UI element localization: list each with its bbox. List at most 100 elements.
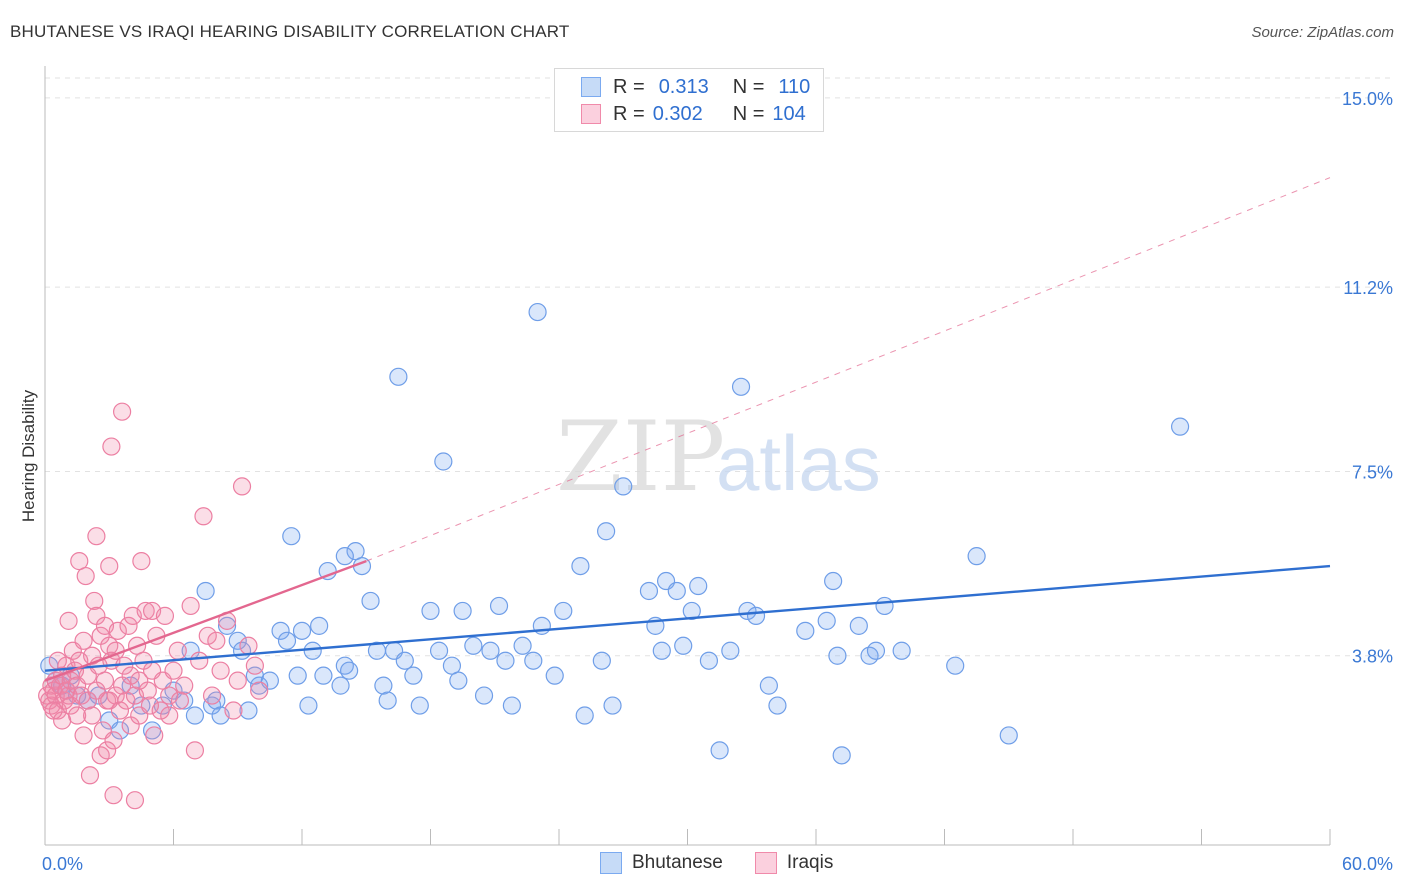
legend-label-iraqis: Iraqis [786, 852, 834, 873]
bhutanese-point [292, 621, 312, 640]
iraqis-point [194, 507, 213, 526]
iraqis-point [70, 552, 89, 571]
y-tick-label: 3.8% [1352, 647, 1393, 667]
iraqis-point [130, 671, 149, 690]
chart-title: BHUTANESE VS IRAQI HEARING DISABILITY CO… [10, 22, 570, 41]
iraqis-point [202, 686, 222, 705]
bhutanese-point [967, 547, 986, 566]
iraqis-point [170, 691, 190, 710]
bhutanese-point [699, 651, 719, 670]
iraqis-point [228, 671, 247, 690]
bhutanese-point [652, 641, 671, 660]
legend-n-value: 104 [772, 102, 806, 125]
bhutanese-point [250, 676, 269, 695]
bhutanese-point [239, 701, 258, 720]
iraqis-point [95, 671, 115, 690]
iraqis-trend-line [44, 559, 367, 682]
y-tick-label: 11.2% [1343, 278, 1393, 298]
iraqis-point [211, 661, 230, 680]
bhutanese-point [689, 576, 708, 596]
bhutanese-point [571, 556, 590, 576]
bhutanese-point [374, 676, 393, 695]
source-label: Source: ZipAtlas.com [1251, 24, 1394, 41]
bhutanese-point [217, 616, 237, 635]
x-tick-label: 60.0% [1342, 854, 1393, 874]
bhutanese-point [832, 746, 851, 765]
iraqis-points [38, 402, 269, 810]
bhutanese-point [554, 601, 573, 621]
iraqis-point [168, 641, 187, 660]
bhutanese-point [282, 527, 301, 546]
iraqis-point [198, 626, 217, 645]
iraqis-point [83, 706, 102, 725]
iraqis-point [100, 556, 119, 576]
iraqis-point [121, 666, 140, 685]
iraqis-point [44, 701, 63, 720]
iraqis-point [239, 636, 258, 655]
iraqis-point [112, 402, 132, 421]
bhutanese-point [524, 651, 543, 670]
y-axis-label: Hearing Disability [19, 389, 38, 522]
grid [45, 77, 1392, 657]
bhutanese-point [196, 581, 215, 601]
watermark-atlas: atlas [716, 419, 881, 507]
bhutanese-point [513, 636, 532, 655]
bhutanese-point [299, 696, 318, 715]
iraqis-point [164, 661, 183, 680]
iraqis-point [102, 437, 121, 456]
iraqis-point [145, 726, 164, 745]
legend-n-label: N = [732, 75, 765, 98]
legend-n-label: N = [732, 102, 765, 125]
legend-r-value: 0.313 [658, 75, 709, 98]
iraqis-point [74, 726, 93, 745]
legend-swatch-bhutanese [581, 77, 601, 97]
bhutanese-point [288, 666, 307, 685]
bhutanese-point [603, 696, 622, 715]
bhutanese-point [378, 691, 397, 710]
bhutanese-point [674, 636, 693, 655]
bhutanese-point [481, 641, 500, 660]
bhutanese-point [303, 641, 322, 660]
tick-labels: 15.0% 11.2% 7.5% 3.8% 0.0% 60.0% [42, 89, 1393, 874]
iraqis-point [151, 701, 170, 720]
bhutanese-point [759, 676, 778, 695]
iraqis-point [80, 766, 100, 785]
bhutanese-point [331, 676, 350, 695]
bhutanese-point [429, 641, 449, 660]
legend-r-value: 0.302 [652, 102, 703, 125]
bhutanese-point [721, 641, 740, 660]
legend-swatch-bhutanese [600, 852, 622, 874]
iraqis-point [46, 686, 65, 705]
bhutanese-point [875, 596, 894, 616]
iraqis-point [175, 676, 194, 695]
bhutanese-point [395, 651, 414, 670]
bhutanese-point [421, 601, 440, 621]
watermark: ZIP atlas [556, 401, 881, 513]
bhutanese-point [738, 601, 757, 621]
bhutanese-point [667, 581, 686, 601]
bhutanese-point [746, 606, 766, 625]
bhutanese-point [464, 636, 483, 655]
bhutanese-point [892, 641, 911, 660]
trend-lines [44, 177, 1331, 682]
iraqis-point [125, 791, 145, 810]
legend-row-iraqis: R = 0.302 N = 104 [581, 102, 806, 126]
iraqis-point [74, 631, 93, 650]
bhutanese-point [597, 522, 616, 541]
axes [44, 66, 1331, 846]
bhutanese-point [768, 696, 787, 715]
bhutanese-point [614, 477, 633, 496]
bhutanese-point [453, 601, 472, 621]
bhutanese-point [824, 571, 843, 591]
y-tick-label: 7.5% [1352, 462, 1393, 482]
bhutanese-trend-line [44, 564, 1331, 672]
bhutanese-point [796, 621, 815, 640]
bhutanese-point [502, 696, 521, 715]
legend-r-label: R = [613, 102, 645, 125]
iraqis-point [104, 786, 123, 805]
iraqis-point [160, 706, 179, 725]
iraqis-point [98, 741, 117, 760]
series-legend: Bhutanese Iraqis [600, 852, 833, 874]
iraqis-point [132, 552, 151, 571]
bhutanese-point [592, 651, 611, 670]
